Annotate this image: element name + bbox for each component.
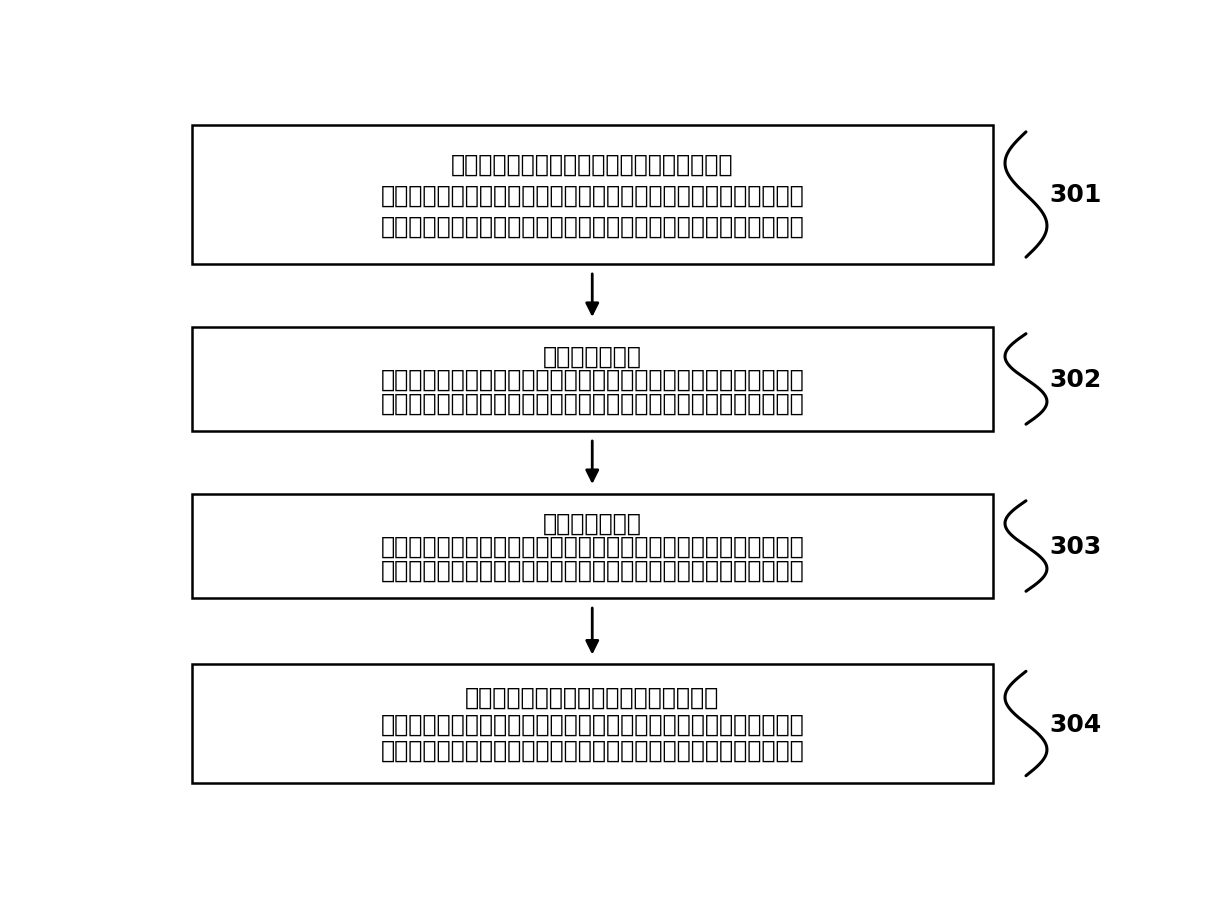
Text: 根据所述第一节点分别与所述第一集合中每个节点之间连线的第一权: 根据所述第一节点分别与所述第一集合中每个节点之间连线的第一权	[380, 391, 804, 414]
Text: 303: 303	[1049, 535, 1102, 558]
Text: 根据所述第二节点分别与所述第二集合中每个节点之间连线的第二权: 根据所述第二节点分别与所述第二集合中每个节点之间连线的第二权	[380, 558, 804, 582]
Bar	[192, 126, 993, 265]
Text: 304: 304	[1049, 712, 1102, 736]
Bar	[192, 328, 993, 432]
Text: 节点和所述第二节点共同连接的属于所述第二类型的节点对所述第一: 节点和所述第二节点共同连接的属于所述第二类型的节点对所述第一	[380, 183, 804, 208]
Text: 重值，确定所述第二权重值对所述第一节点和所述第二节点的相似度: 重值，确定所述第二权重值对所述第一节点和所述第二节点的相似度	[380, 535, 804, 558]
Text: 301: 301	[1049, 183, 1102, 208]
Text: 及所述第一集合中每个节点与所述第二集合中每个节点的相似度，确: 及所述第一集合中每个节点与所述第二集合中每个节点的相似度，确	[380, 712, 804, 736]
Text: 定所述第一节点和所述第二节点的相似度: 定所述第一节点和所述第二节点的相似度	[465, 685, 720, 709]
Bar	[192, 665, 993, 783]
Text: 的第三影响因子: 的第三影响因子	[542, 511, 642, 535]
Text: 根据所述第一集合和所述第二集合中相同节点的个数，确定所述第一: 根据所述第一集合和所述第二集合中相同节点的个数，确定所述第一	[380, 214, 804, 238]
Text: 根据所述第一影响因子、所述第二影响因子、所述第三影响因子、以: 根据所述第一影响因子、所述第二影响因子、所述第三影响因子、以	[380, 738, 804, 762]
Text: 302: 302	[1049, 368, 1102, 392]
Bar	[192, 494, 993, 599]
Text: 节点和所述第二节点的相似度的第一影响因子: 节点和所述第二节点的相似度的第一影响因子	[451, 153, 733, 176]
Text: 重值，确定所述第一权重值对所述第一节点和所述第二节点的相似度: 重值，确定所述第一权重值对所述第一节点和所述第二节点的相似度	[380, 368, 804, 392]
Text: 的第二影响因子: 的第二影响因子	[542, 344, 642, 368]
